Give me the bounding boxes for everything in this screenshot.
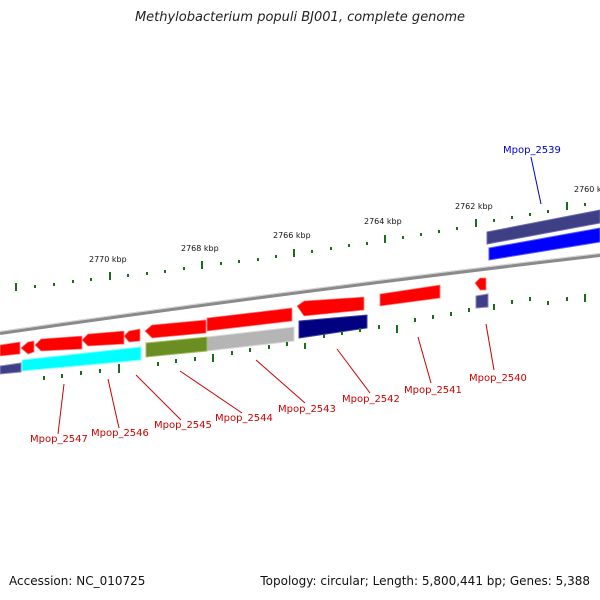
callout-lines — [57, 156, 542, 435]
callout-line — [179, 370, 243, 414]
gene-label-mpop-2541[interactable]: Mpop_2541 — [404, 385, 462, 396]
gene-label-mpop-2540[interactable]: Mpop_2540 — [469, 373, 527, 384]
callout-line — [255, 359, 306, 404]
callout-line — [57, 383, 65, 435]
callout-line — [485, 323, 495, 371]
forward-strand-genes — [488, 227, 600, 261]
cds-arrow[interactable] — [20, 340, 35, 355]
scale-label: 2762 kbp — [455, 202, 493, 211]
topology-info: Topology: circular; Length: 5,800,441 bp… — [260, 574, 590, 588]
scale-label: 2768 kbp — [181, 244, 219, 253]
scale-label: 2764 kbp — [364, 217, 402, 226]
gene-mpop-2544-bar[interactable] — [206, 326, 295, 352]
cds-arrows — [0, 277, 487, 357]
accession-info: Accession: NC_010725 — [9, 574, 146, 588]
genome-backbone-highlight — [0, 253, 600, 332]
cds-arrow[interactable] — [144, 319, 207, 339]
gene-label-mpop-2545[interactable]: Mpop_2545 — [154, 420, 212, 431]
gene-label-mpop-2539[interactable]: Mpop_2539 — [503, 145, 561, 156]
map-title: Methylobacterium populi BJ001, complete … — [134, 10, 466, 25]
callout-line — [336, 348, 371, 394]
gene-bars — [0, 293, 489, 375]
callout-line — [135, 374, 182, 421]
scale-label: 2770 kbp — [89, 255, 127, 264]
gene-label-mpop-2546[interactable]: Mpop_2546 — [91, 428, 149, 439]
gene-label-mpop-2542[interactable]: Mpop_2542 — [342, 394, 400, 405]
gene-label-mpop-2544[interactable]: Mpop_2544 — [215, 413, 273, 424]
callout-line — [417, 336, 432, 384]
tick-ring-outer — [15, 202, 586, 291]
callout-line — [530, 156, 542, 205]
genome-backbone — [0, 253, 600, 335]
cds-arrow[interactable] — [34, 335, 83, 352]
callout-line — [107, 378, 120, 429]
tick-ring-inner — [43, 294, 586, 380]
gene-mpop-2539-bar[interactable] — [486, 209, 600, 245]
scale-label: 2760 kbp — [574, 185, 600, 194]
cds-arrow[interactable] — [206, 307, 293, 332]
gene-mpop-2539-arrow[interactable] — [488, 227, 600, 261]
gene-mpop-2545-bar[interactable] — [145, 336, 208, 358]
gene-mpop-2540-bar[interactable] — [475, 293, 489, 309]
cds-arrow[interactable] — [379, 284, 441, 307]
gene-extra-bar[interactable] — [0, 362, 22, 375]
cds-arrow[interactable] — [0, 341, 21, 357]
gene-mpop-2542-bar[interactable] — [298, 314, 368, 339]
cds-arrow[interactable] — [296, 296, 365, 317]
gene-label-mpop-2543[interactable]: Mpop_2543 — [278, 404, 336, 415]
gene-labels: Mpop_2539 Mpop_2540 Mpop_2541 Mpop_2542 … — [30, 145, 561, 445]
scale-label: 2766 kbp — [273, 231, 311, 240]
gene-mpop-2547-bar[interactable] — [21, 346, 142, 372]
cds-arrow[interactable] — [123, 328, 141, 343]
cds-arrow[interactable] — [474, 277, 487, 291]
scale-labels: 2760 kbp 2762 kbp 2764 kbp 2766 kbp 2768… — [89, 185, 600, 264]
gene-label-mpop-2547[interactable]: Mpop_2547 — [30, 434, 88, 445]
forward-strand — [486, 209, 600, 245]
cds-arrow[interactable] — [81, 330, 125, 347]
